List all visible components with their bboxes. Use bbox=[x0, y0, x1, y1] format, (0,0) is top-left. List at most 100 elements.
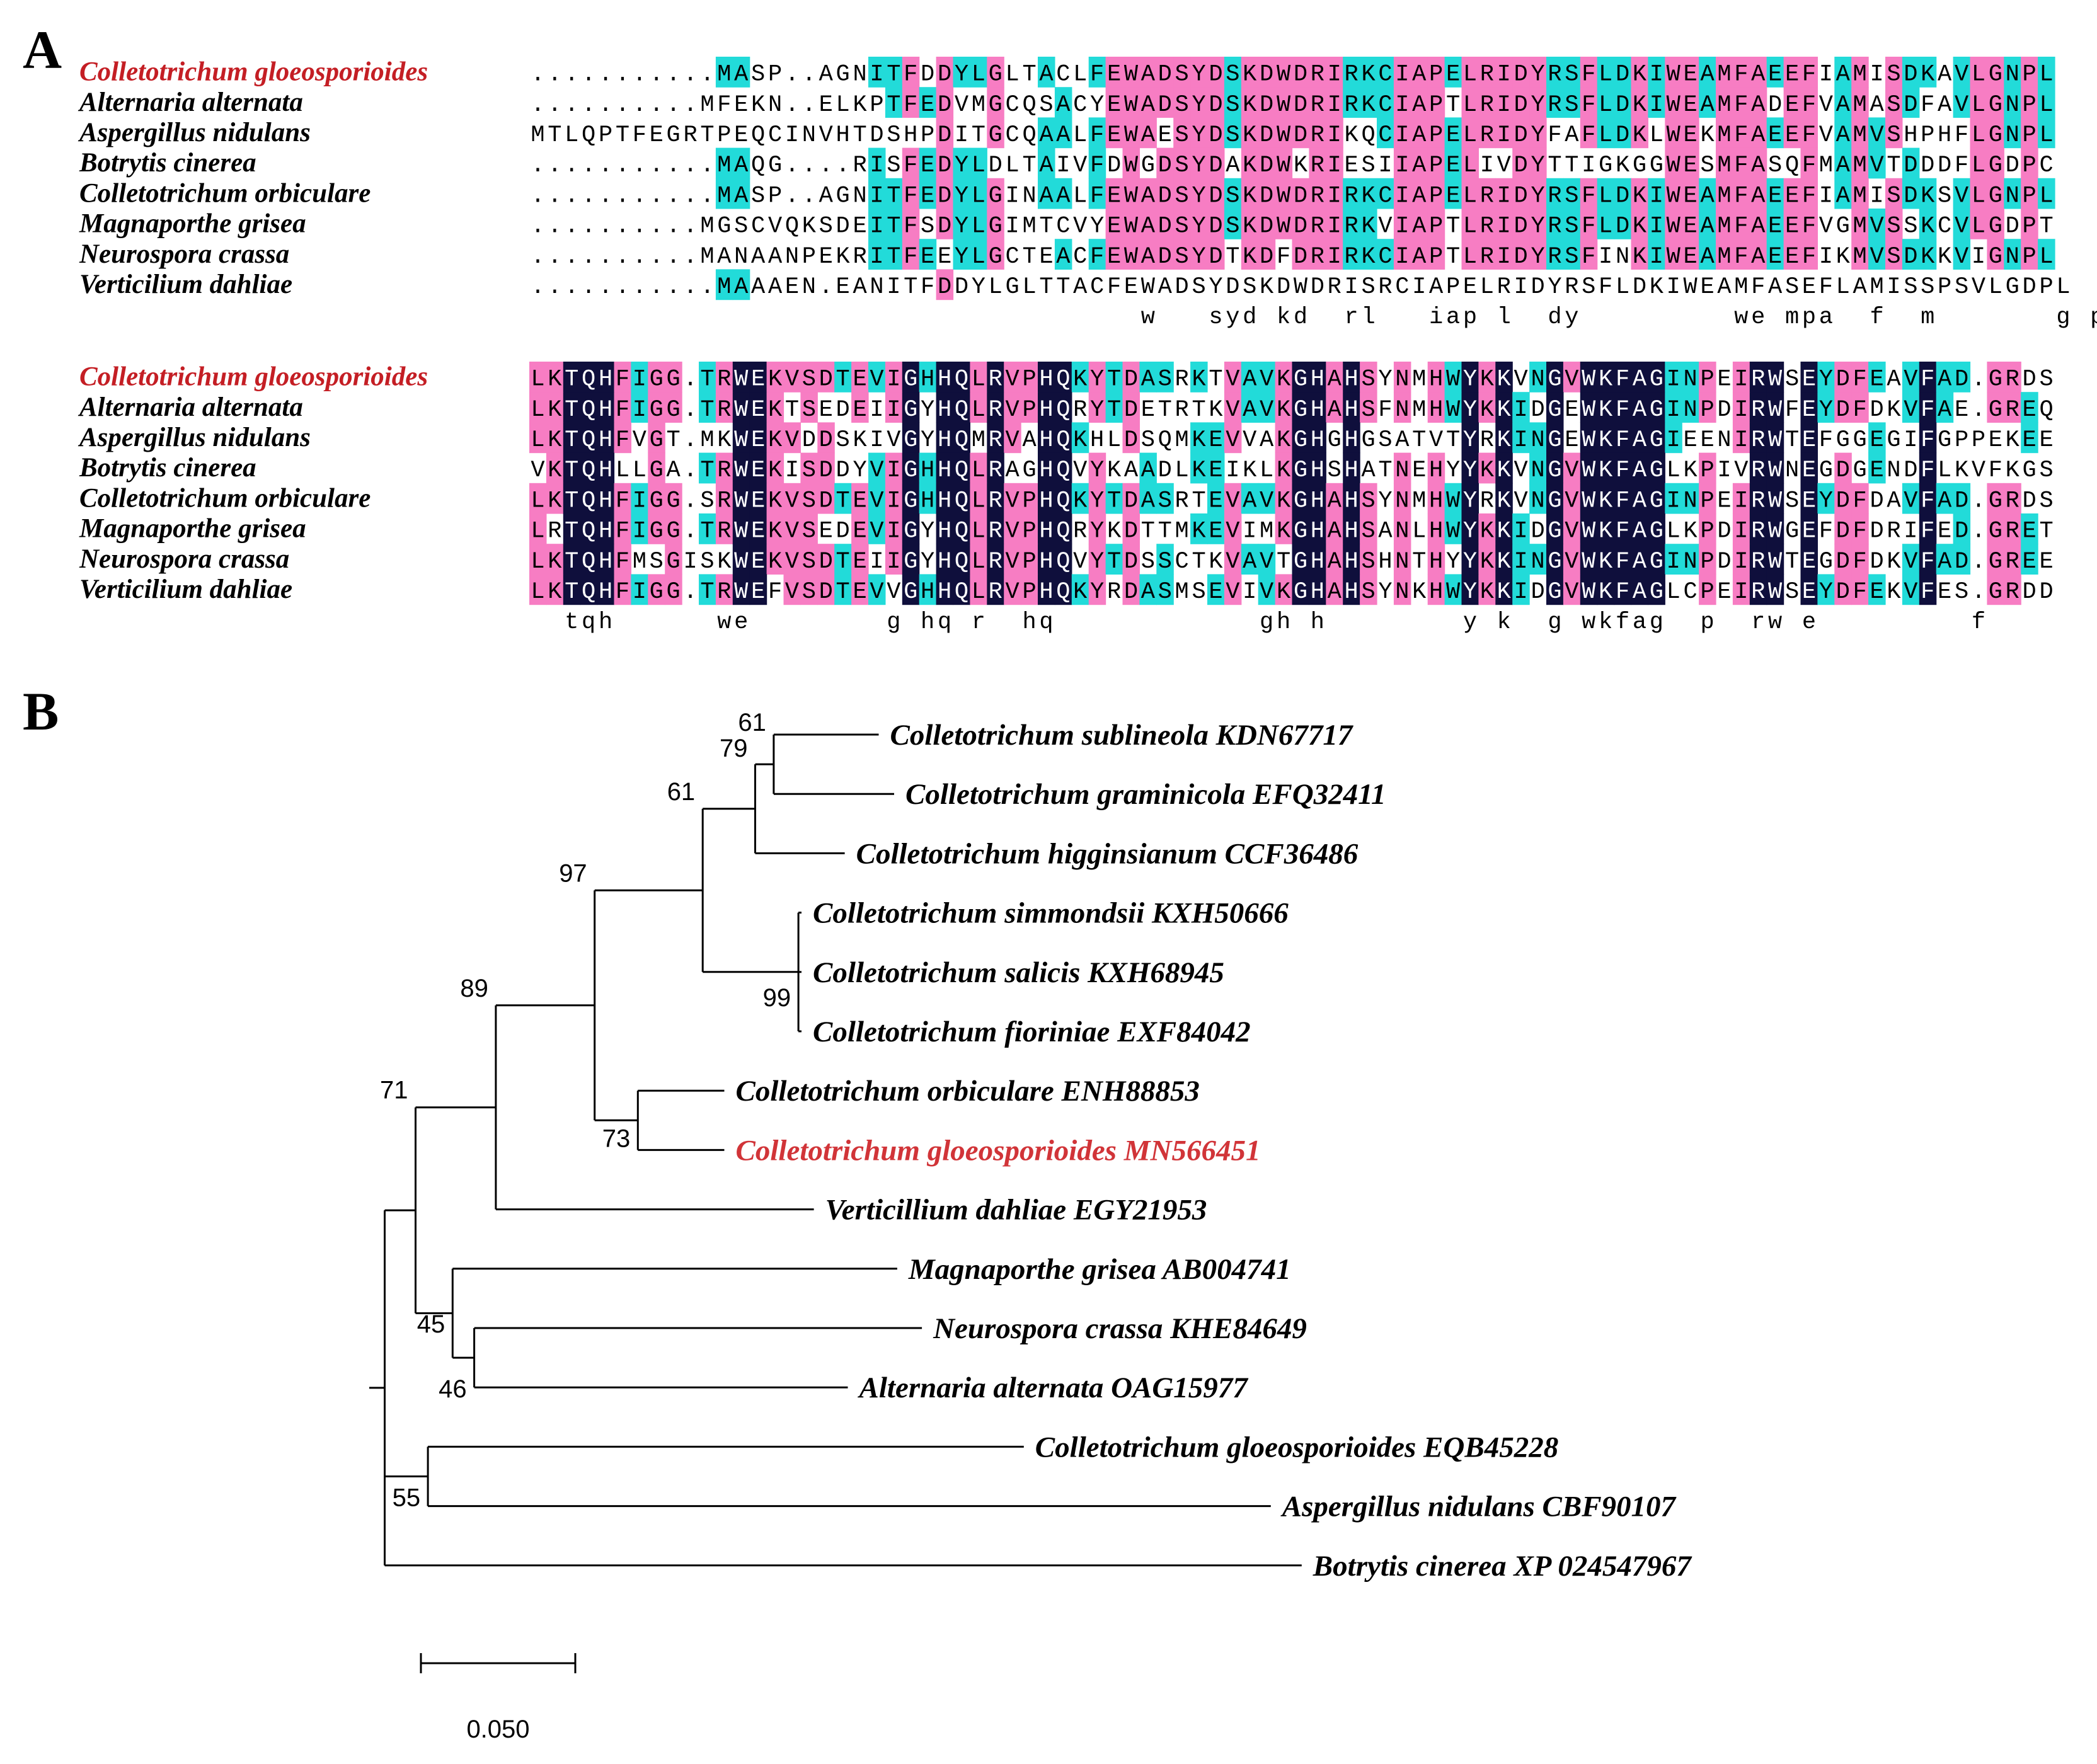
residue: H bbox=[1311, 518, 1324, 545]
sequence-alignment: Colletotrichum gloeosporioides..........… bbox=[78, 57, 2097, 636]
residue: F bbox=[1802, 183, 1816, 209]
residue-highlight bbox=[1004, 483, 1021, 514]
residue-highlight bbox=[970, 483, 987, 514]
residue: . bbox=[683, 183, 697, 209]
residue: V bbox=[1955, 62, 1968, 88]
tree-leaf-label: Alternaria alternata OAG15977 bbox=[858, 1372, 1250, 1404]
residue: T bbox=[700, 579, 714, 605]
residue: H bbox=[921, 488, 934, 514]
residue: L bbox=[1616, 274, 1629, 301]
residue-highlight bbox=[1851, 392, 1869, 423]
residue: C bbox=[1395, 274, 1409, 301]
residue: D bbox=[1294, 214, 1307, 240]
residue: D bbox=[1904, 62, 1917, 88]
residue-highlight bbox=[800, 362, 818, 392]
residue-highlight bbox=[1478, 178, 1496, 209]
residue: N bbox=[1717, 427, 1731, 454]
residue: R bbox=[989, 457, 1003, 484]
residue: I bbox=[1667, 274, 1680, 301]
residue: I bbox=[1734, 488, 1748, 514]
residue: E bbox=[1039, 244, 1053, 270]
residue-highlight bbox=[1156, 147, 1174, 179]
residue: P bbox=[1700, 549, 1714, 575]
residue: E bbox=[1446, 62, 1460, 88]
residue: H bbox=[938, 549, 951, 575]
residue: Y bbox=[1463, 367, 1477, 393]
residue-highlight bbox=[1173, 239, 1191, 270]
residue-highlight bbox=[1275, 209, 1293, 239]
alignment-species-name: Botrytis cinerea bbox=[79, 453, 256, 483]
residue: G bbox=[1328, 427, 1342, 454]
residue: F bbox=[1582, 92, 1595, 118]
residue-highlight bbox=[987, 178, 1004, 209]
consensus-residue: q bbox=[1039, 609, 1053, 636]
residue: . bbox=[582, 244, 595, 270]
residue-highlight bbox=[936, 422, 954, 454]
residue: F bbox=[1090, 152, 1104, 179]
residue: G bbox=[650, 488, 664, 514]
residue: . bbox=[819, 274, 833, 301]
residue: L bbox=[972, 214, 985, 240]
residue: K bbox=[1497, 518, 1512, 545]
residue-highlight bbox=[953, 422, 970, 454]
residue: H bbox=[1039, 397, 1053, 423]
residue-highlight bbox=[1224, 209, 1242, 239]
residue: L bbox=[972, 62, 985, 88]
residue: W bbox=[1768, 518, 1783, 545]
residue-highlight bbox=[1614, 178, 1632, 209]
residue-highlight bbox=[1665, 362, 1682, 392]
residue: G bbox=[989, 183, 1003, 209]
residue: G bbox=[836, 183, 850, 209]
residue: W bbox=[734, 518, 749, 545]
residue: M bbox=[700, 214, 714, 240]
residue-highlight bbox=[1851, 362, 1869, 392]
residue-highlight bbox=[1258, 117, 1276, 149]
residue: R bbox=[1175, 367, 1189, 393]
residue-highlight bbox=[715, 392, 733, 423]
residue-highlight bbox=[1241, 483, 1259, 514]
residue: R bbox=[989, 518, 1003, 545]
residue-highlight bbox=[1224, 362, 1242, 392]
residue: K bbox=[548, 488, 562, 514]
residue: Q bbox=[955, 397, 968, 423]
residue: F bbox=[1802, 152, 1816, 179]
residue: Y bbox=[921, 518, 934, 545]
residue: A bbox=[1633, 488, 1647, 514]
residue-highlight bbox=[1953, 239, 1971, 270]
residue: V bbox=[1904, 579, 1917, 605]
residue-highlight bbox=[1732, 87, 1750, 118]
residue-highlight bbox=[936, 362, 954, 392]
residue-highlight bbox=[1885, 239, 1903, 270]
residue-highlight bbox=[1834, 147, 1852, 179]
residue-highlight bbox=[2004, 178, 2021, 209]
residue: G bbox=[1989, 244, 2002, 270]
residue: D bbox=[2006, 214, 2019, 240]
residue-highlight bbox=[1461, 239, 1479, 270]
residue: I bbox=[1734, 518, 1748, 545]
residue: S bbox=[802, 518, 816, 545]
residue-highlight bbox=[1529, 239, 1547, 270]
residue-highlight bbox=[732, 362, 750, 392]
residue: . bbox=[819, 152, 833, 179]
residue: I bbox=[1667, 427, 1680, 454]
residue: G bbox=[1819, 457, 1833, 484]
residue: V bbox=[1565, 367, 1578, 393]
residue-highlight bbox=[1919, 178, 1937, 209]
residue: L bbox=[972, 397, 985, 423]
residue-highlight bbox=[1461, 422, 1479, 454]
residue: I bbox=[633, 518, 646, 545]
residue-highlight bbox=[648, 422, 665, 454]
residue: H bbox=[599, 549, 612, 575]
residue: L bbox=[531, 427, 544, 454]
residue: D bbox=[1209, 183, 1222, 209]
residue: T bbox=[565, 579, 578, 605]
residue-highlight bbox=[800, 392, 818, 423]
residue: D bbox=[1938, 152, 1951, 179]
residue: V bbox=[870, 457, 883, 484]
residue: . bbox=[1972, 518, 1985, 545]
residue: I bbox=[1514, 579, 1528, 605]
residue: H bbox=[938, 367, 951, 393]
tree-leaf-label: Botrytis cinerea XP 024547967 bbox=[1313, 1550, 1693, 1583]
residue-highlight bbox=[987, 392, 1004, 423]
